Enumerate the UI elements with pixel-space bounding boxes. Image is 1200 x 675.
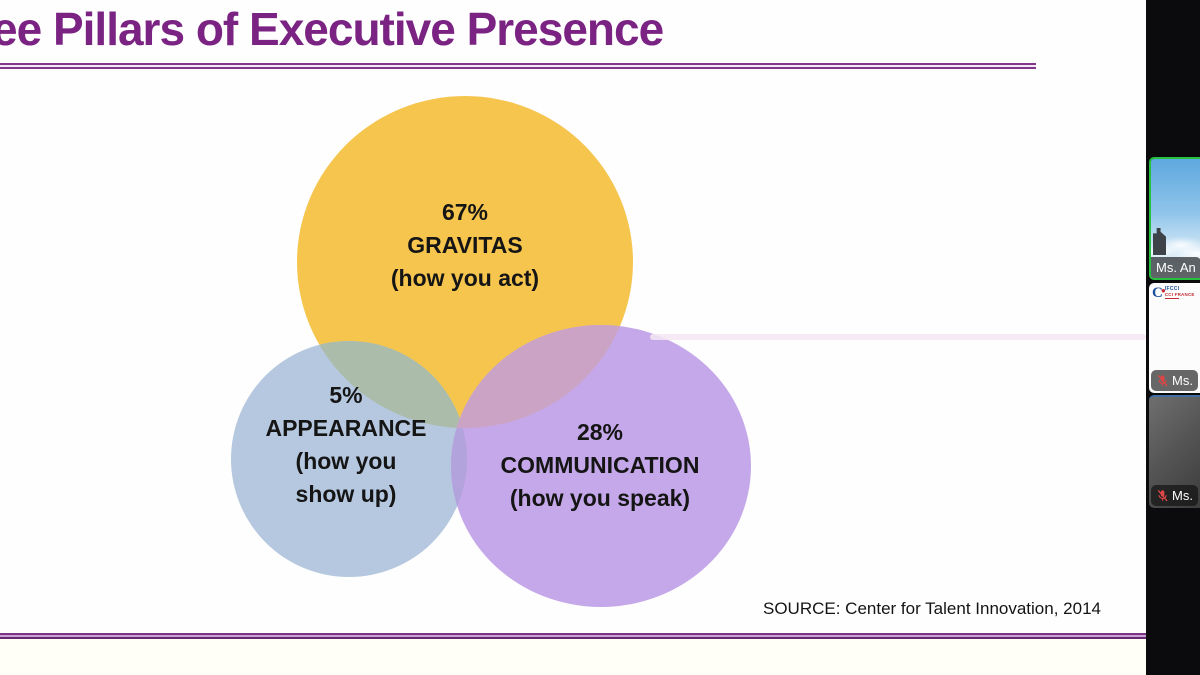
participant-video-3[interactable]: Ms.	[1149, 395, 1200, 508]
ifcci-letter: C	[1152, 285, 1163, 301]
participants-sidebar: Ms. An C ● IFCCI CCI FRANCE Ms.	[1146, 0, 1200, 675]
ifcci-logo-mark: C ●	[1152, 285, 1166, 301]
gravitas-communication-overlap	[451, 325, 633, 428]
gravitas-desc: (how you act)	[390, 265, 540, 291]
participant-name-tag: Ms.	[1151, 370, 1198, 391]
communication-percent: 28%	[576, 419, 624, 445]
appearance-desc-1: (how you	[295, 448, 397, 474]
title-underline	[0, 63, 1036, 69]
ifcci-logo-text: IFCCI CCI FRANCE	[1164, 285, 1195, 300]
faint-band-artifact	[650, 334, 1146, 340]
ifcci-line-1: IFCCI	[1164, 285, 1180, 292]
ifcci-red-tick: ●	[1161, 286, 1166, 295]
ifcci-line-2: CCI FRANCE	[1164, 292, 1195, 298]
gravitas-label: 67% GRAVITAS (how you act)	[315, 196, 615, 295]
participant-video-2[interactable]: C ● IFCCI CCI FRANCE Ms.	[1149, 283, 1200, 393]
participant-name-tag: Ms.	[1151, 485, 1198, 506]
communication-name: COMMUNICATION	[500, 452, 700, 478]
source-citation: SOURCE: Center for Talent Innovation, 20…	[763, 599, 1101, 618]
gravitas-name: GRAVITAS	[407, 232, 523, 258]
appearance-name: APPEARANCE	[265, 415, 427, 441]
participant-name: Ms.	[1172, 373, 1193, 388]
footer-rule	[0, 633, 1146, 639]
gravitas-appearance-overlap	[297, 341, 467, 428]
participant-video-1[interactable]: Ms. An	[1149, 157, 1200, 280]
communication-label: 28% COMMUNICATION (how you speak)	[465, 416, 735, 515]
participant-name: Ms.	[1172, 488, 1193, 503]
venn-diagram	[231, 96, 751, 607]
ifcci-logo: C ● IFCCI CCI FRANCE	[1152, 285, 1195, 301]
slide-footer: illumina	[0, 639, 1146, 675]
communication-desc: (how you speak)	[509, 485, 691, 511]
shared-slide: ee Pillars of Executive Presence 67% GRA…	[0, 0, 1146, 675]
mic-muted-icon	[1157, 489, 1168, 502]
participant-name-tag: Ms. An	[1151, 257, 1200, 278]
mic-muted-icon	[1157, 374, 1168, 387]
appearance-label: 5% APPEARANCE (how you show up)	[231, 379, 461, 511]
appearance-percent: 5%	[329, 382, 363, 408]
appearance-desc-2: show up)	[295, 481, 397, 507]
gravitas-percent: 67%	[441, 199, 489, 225]
slide-title: ee Pillars of Executive Presence	[0, 3, 664, 55]
ifcci-red-bar	[1164, 298, 1179, 300]
participant-name: Ms. An	[1156, 260, 1196, 275]
building-silhouette	[1153, 228, 1166, 255]
